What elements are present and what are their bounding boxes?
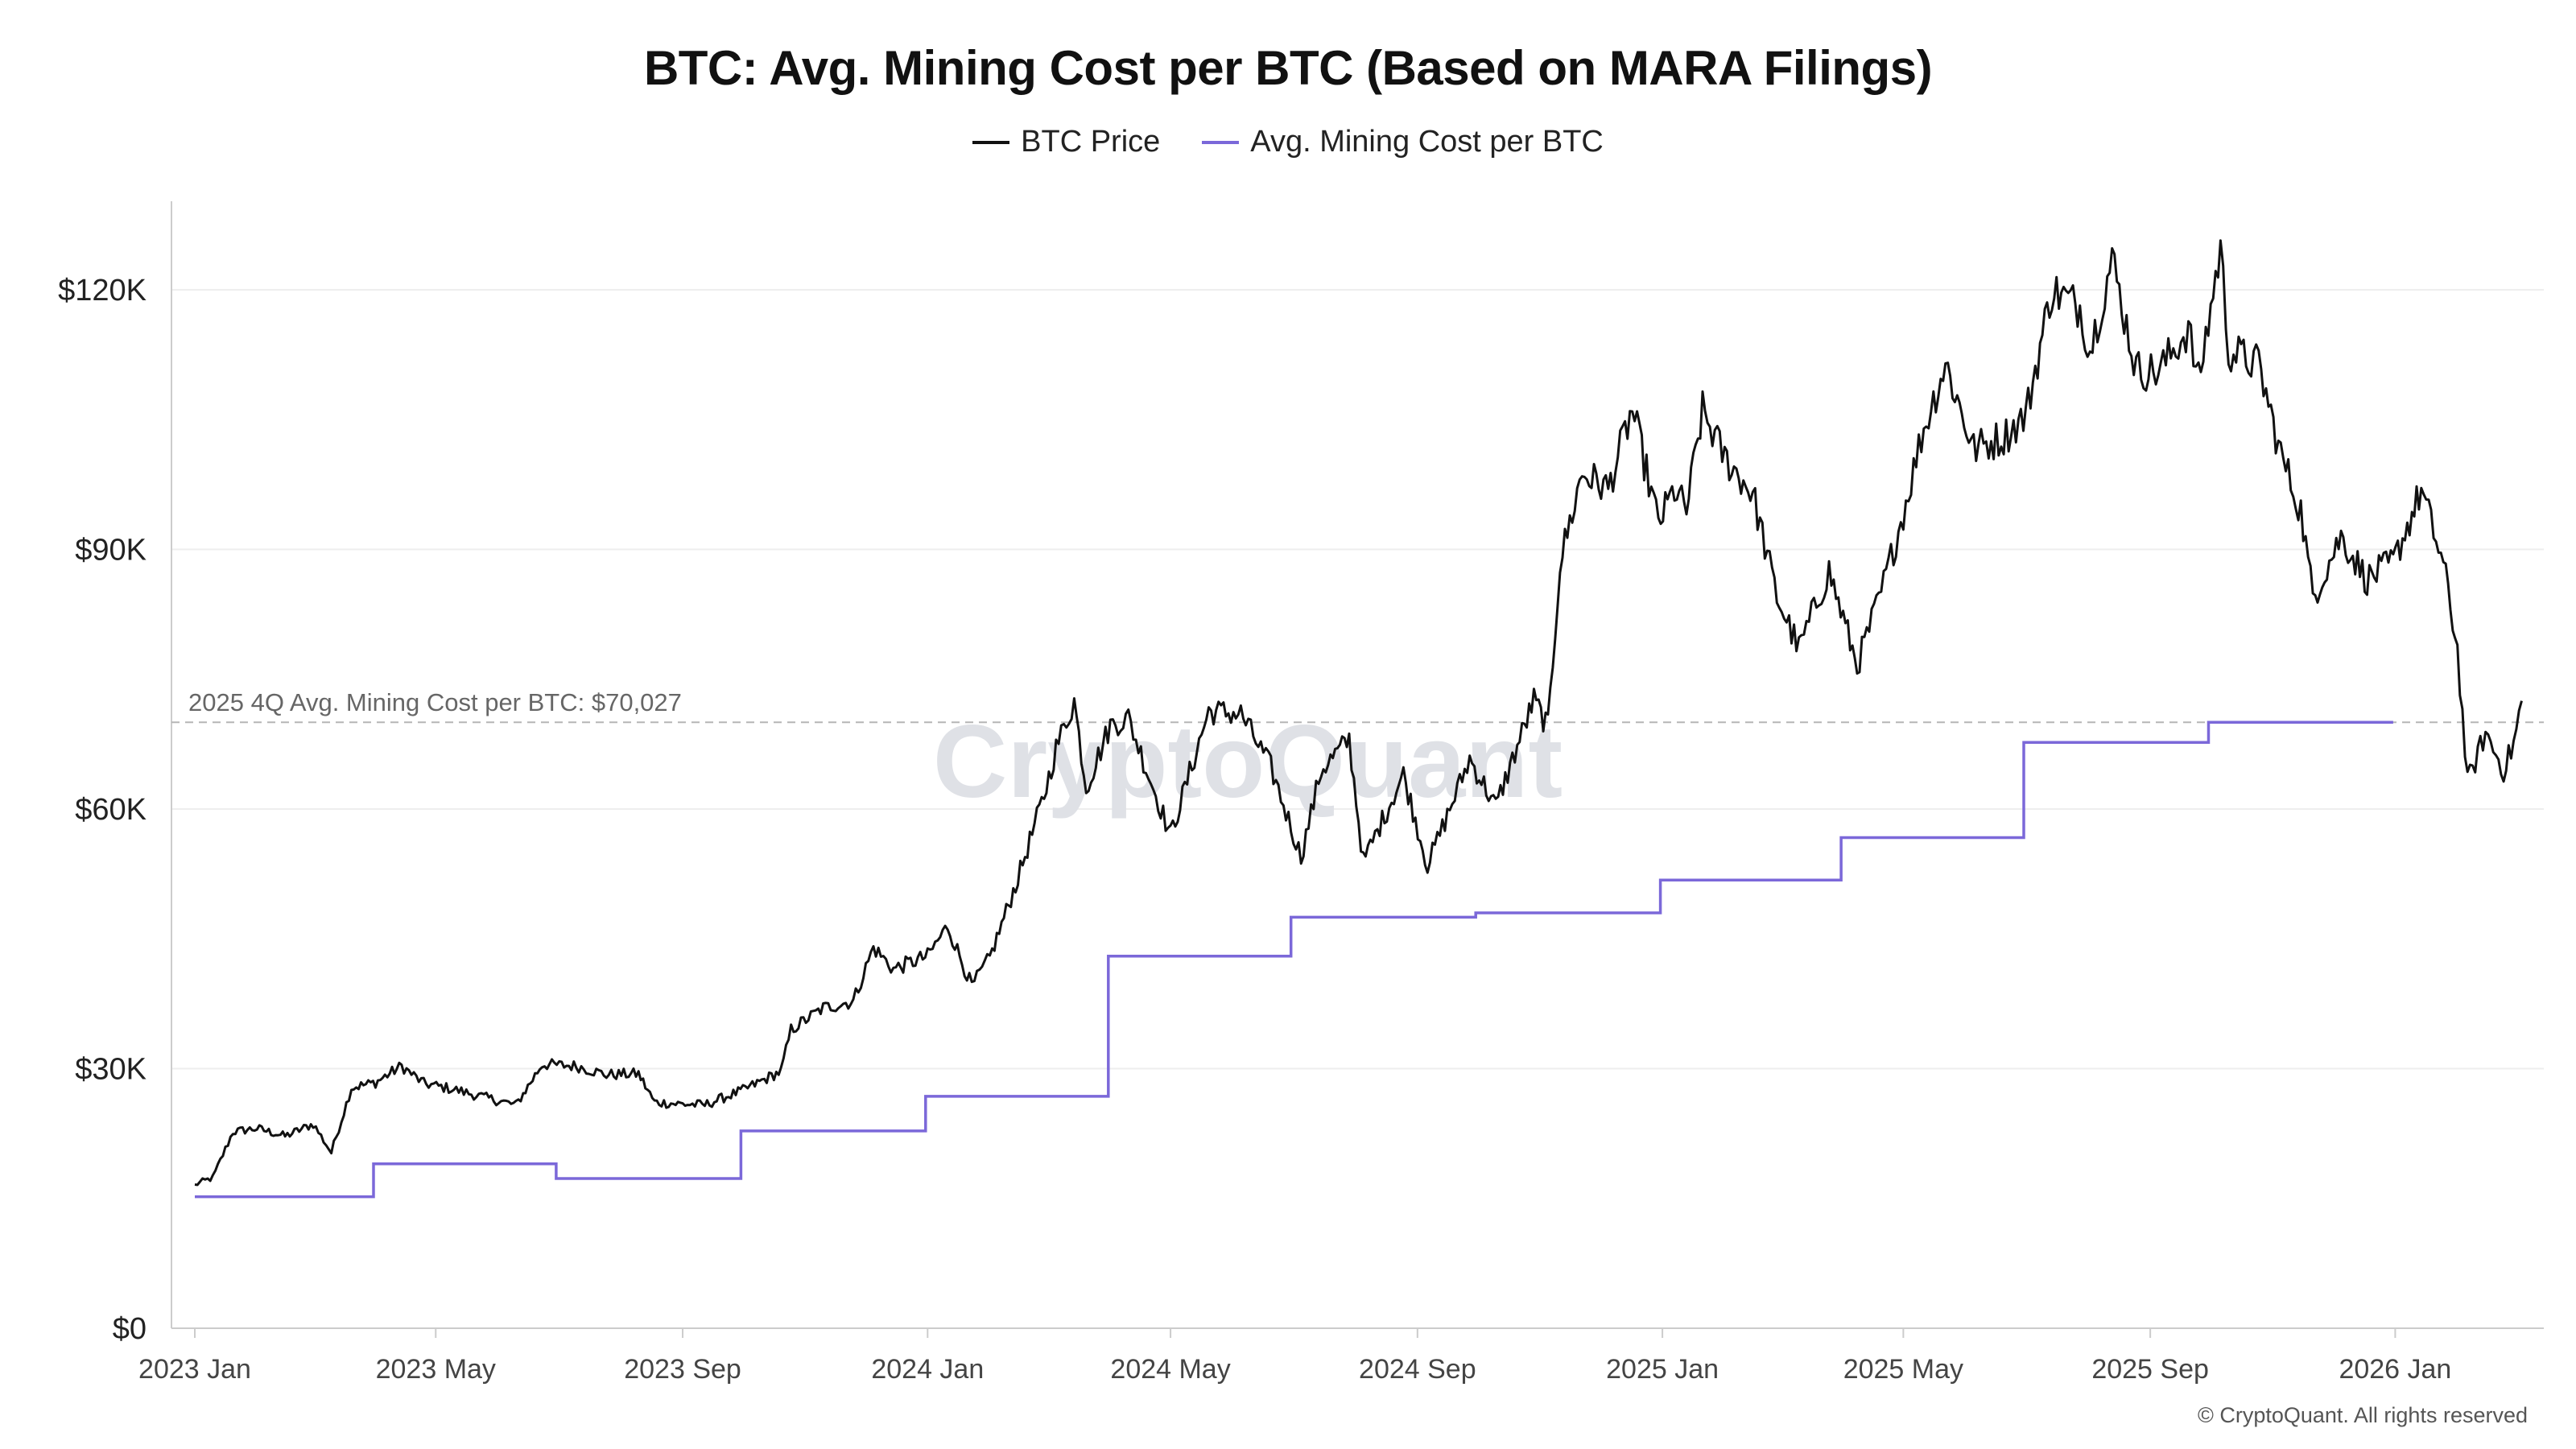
legend: BTC Price Avg. Mining Cost per BTC bbox=[0, 125, 2576, 159]
x-tick-label: 2023 May bbox=[376, 1354, 496, 1385]
x-tick-label: 2026 Jan bbox=[2339, 1354, 2451, 1385]
x-tick-label: 2025 Jan bbox=[1606, 1354, 1719, 1385]
x-tick-label: 2025 Sep bbox=[2091, 1354, 2209, 1385]
x-axis-ticks: 2023 Jan 2023 May 2023 Sep 2024 Jan 2024 May… bbox=[138, 1328, 2451, 1385]
x-tick-label: 2024 Sep bbox=[1359, 1354, 1476, 1385]
axes bbox=[171, 201, 2544, 1329]
reference-line-group: 2025 4Q Avg. Mining Cost per BTC: $70,02… bbox=[171, 688, 2544, 724]
legend-swatch-btc-price bbox=[972, 140, 1010, 144]
y-tick-label: $120K bbox=[58, 274, 147, 308]
legend-label-btc-price: BTC Price bbox=[1021, 125, 1161, 159]
x-tick-label: 2023 Jan bbox=[138, 1354, 251, 1385]
y-tick-label: $30K bbox=[75, 1053, 147, 1087]
series-line-mining-cost bbox=[195, 720, 2393, 1199]
series-layer bbox=[194, 239, 2523, 1199]
legend-item-btc-price[interactable]: BTC Price bbox=[972, 125, 1160, 159]
y-tick-label: $0 bbox=[113, 1312, 147, 1346]
grid-lines bbox=[171, 289, 2544, 1070]
y-axis-ticks: $0 $30K $60K $90K $120K bbox=[58, 274, 147, 1346]
copyright-text: © CryptoQuant. All rights reserved bbox=[2198, 1403, 2528, 1427]
x-tick-label: 2023 Sep bbox=[624, 1354, 741, 1385]
legend-label-mining-cost: Avg. Mining Cost per BTC bbox=[1250, 125, 1604, 159]
x-tick-label: 2024 May bbox=[1110, 1354, 1230, 1385]
reference-line-label: 2025 4Q Avg. Mining Cost per BTC: $70,02… bbox=[188, 688, 682, 716]
y-tick-label: $90K bbox=[75, 534, 147, 568]
series-line-btc-price bbox=[194, 239, 2523, 1187]
legend-swatch-mining-cost bbox=[1202, 140, 1240, 144]
y-tick-label: $60K bbox=[75, 793, 147, 827]
chart-title: BTC: Avg. Mining Cost per BTC (Based on … bbox=[643, 41, 1933, 95]
x-tick-label: 2025 May bbox=[1843, 1354, 1963, 1385]
legend-item-mining-cost[interactable]: Avg. Mining Cost per BTC bbox=[1202, 125, 1604, 159]
x-tick-label: 2024 Jan bbox=[871, 1354, 984, 1385]
